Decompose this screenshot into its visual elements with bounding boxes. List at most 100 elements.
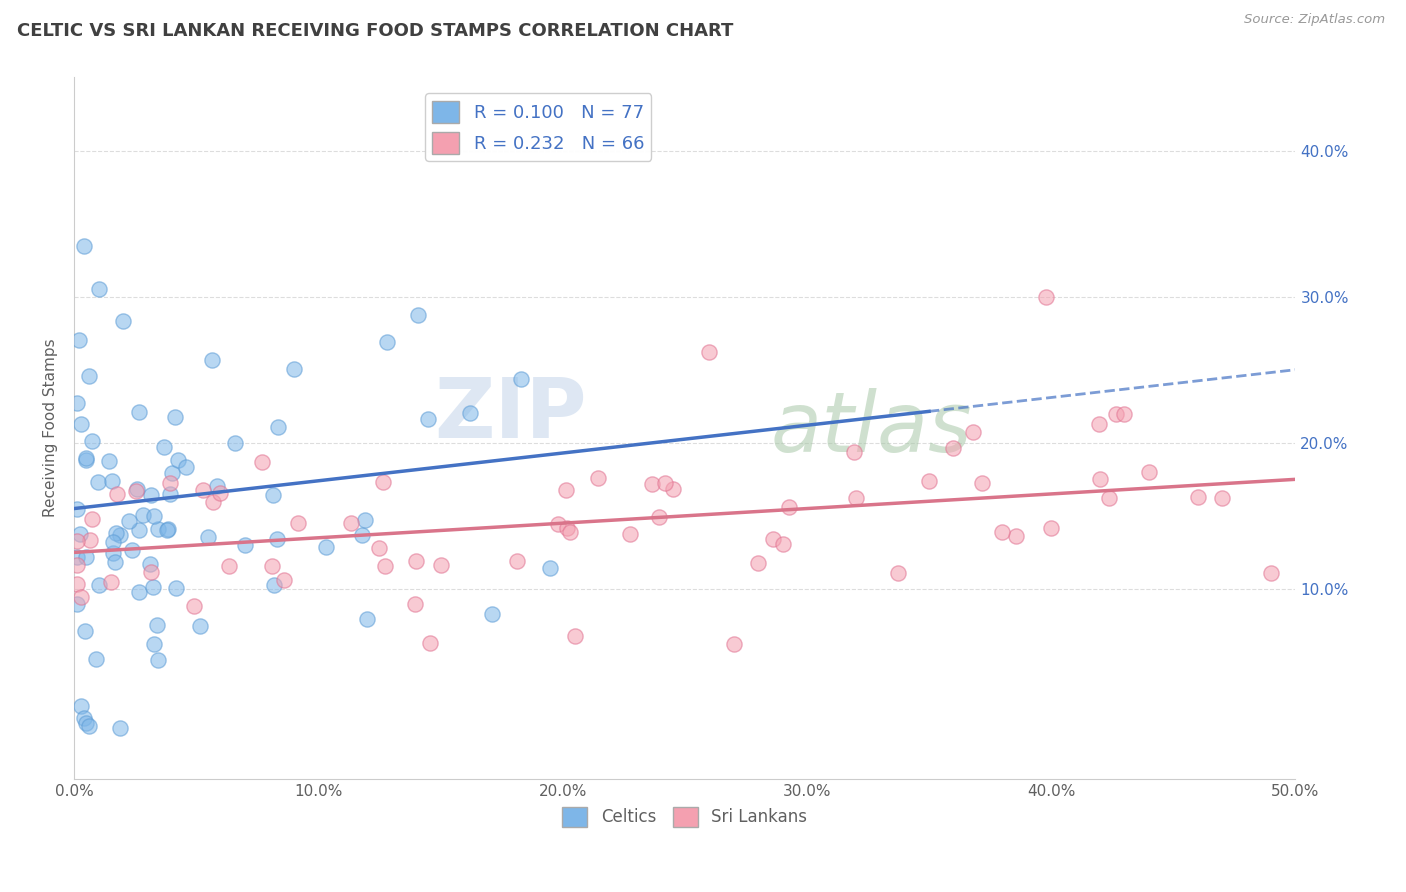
Point [183,599,205,613]
Point [654,475,676,490]
Point [156,523,179,537]
Point [73,238,96,252]
Point [142,508,165,523]
Point [1005,529,1028,543]
Point [418,412,440,426]
Point [1260,566,1282,580]
Point [66,502,89,516]
Point [233,538,256,552]
Point [75,549,97,564]
Point [104,555,127,569]
Point [188,619,211,633]
Point [138,558,160,572]
Text: CELTIC VS SRI LANKAN RECEIVING FOOD STAMPS CORRELATION CHART: CELTIC VS SRI LANKAN RECEIVING FOOD STAM… [17,22,734,40]
Point [197,530,219,544]
Point [111,314,134,328]
Point [125,484,148,499]
Point [65,577,87,591]
Text: ZIP: ZIP [434,374,588,455]
Point [283,361,305,376]
Point [547,516,569,531]
Point [165,581,187,595]
Point [845,491,868,505]
Point [121,542,143,557]
Point [80,512,103,526]
Point [430,558,453,573]
Point [142,580,165,594]
Point [619,527,641,541]
Point [128,523,150,537]
Point [762,533,785,547]
Point [1098,491,1121,505]
Point [128,404,150,418]
Point [165,410,187,425]
Point [70,590,93,604]
Point [146,617,169,632]
Point [353,513,375,527]
Point [75,451,97,466]
Point [340,516,363,530]
Point [538,561,561,575]
Point [662,482,685,496]
Point [69,526,91,541]
Point [1137,466,1160,480]
Point [1187,490,1209,504]
Point [555,483,578,498]
Point [406,308,429,322]
Point [352,528,374,542]
Point [844,444,866,458]
Point [647,510,669,524]
Point [458,406,481,420]
Point [747,556,769,570]
Point [87,282,110,296]
Point [105,486,128,500]
Point [962,425,984,440]
Point [1114,407,1136,421]
Point [157,522,180,536]
Point [991,525,1014,540]
Point [510,372,533,386]
Point [778,500,800,514]
Point [887,566,910,581]
Point [555,521,578,535]
Point [367,541,389,555]
Point [87,578,110,592]
Point [148,652,170,666]
Point [174,459,197,474]
Point [266,532,288,546]
Point [141,488,163,502]
Point [73,710,96,724]
Point [224,435,246,450]
Point [273,573,295,587]
Y-axis label: Receiving Food Stamps: Receiving Food Stamps [44,339,58,517]
Point [1040,521,1063,535]
Point [65,534,87,549]
Point [148,522,170,536]
Point [162,467,184,481]
Point [315,540,337,554]
Point [65,396,87,410]
Point [87,475,110,489]
Point [205,479,228,493]
Point [208,485,231,500]
Point [108,528,131,542]
Point [287,516,309,530]
Point [942,441,965,455]
Point [564,629,586,643]
Point [128,585,150,599]
Point [100,474,122,488]
Point [70,417,93,431]
Point [263,578,285,592]
Point [201,495,224,509]
Point [419,636,441,650]
Point [65,597,87,611]
Point [152,440,174,454]
Point [505,554,527,568]
Point [75,624,97,639]
Point [139,565,162,579]
Point [77,719,100,733]
Text: atlas: atlas [770,388,972,468]
Point [218,559,240,574]
Point [481,607,503,622]
Point [110,721,132,735]
